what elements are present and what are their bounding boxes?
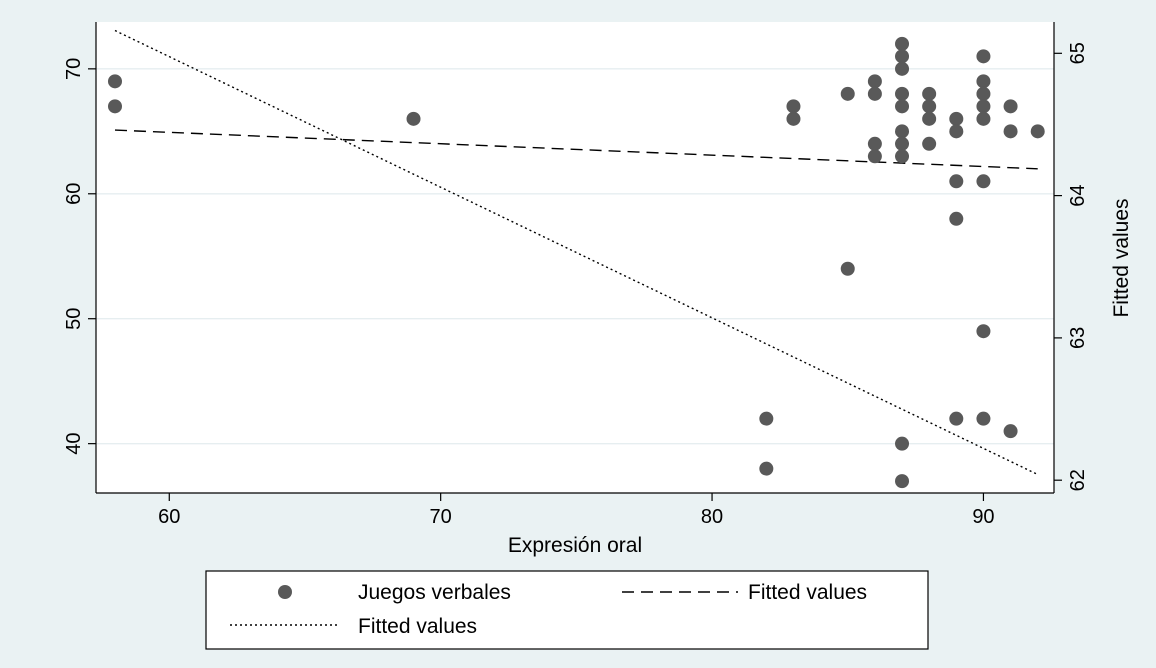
data-point [895,36,910,51]
data-point [976,99,991,114]
legend-box [205,570,929,650]
y2-tick-label-64: 64 [1067,184,1089,206]
data-point [895,86,910,101]
fitted-lines [114,29,1039,476]
legend-marker-juegos-verbales [278,585,292,599]
y-tick-label-70: 70 [63,58,85,80]
data-point [840,86,855,101]
data-point [895,436,910,451]
data-point [1030,124,1045,139]
x-tick-label-90: 90 [972,506,994,528]
data-point [922,99,937,114]
data-point [759,411,774,426]
axes [95,22,1055,494]
data-point [976,49,991,64]
data-point [976,324,991,339]
data-point [976,74,991,89]
data-point [1003,124,1018,139]
data-point [786,99,801,114]
data-point [867,86,882,101]
data-point [895,49,910,64]
data-point [895,99,910,114]
data-point [949,124,964,139]
x-tick-label-60: 60 [158,506,180,528]
legend-label-juegos-verbales: Juegos verbales [358,581,511,604]
data-point [922,86,937,101]
data-point [107,74,122,89]
data-point [895,474,910,489]
x-tick-label-70: 70 [430,506,452,528]
data-point [867,74,882,89]
legend: Juegos verbales Fitted values Fitted val… [205,570,929,650]
y2-tick-label-62: 62 [1067,469,1089,491]
data-point [949,211,964,226]
data-point [976,86,991,101]
data-point [107,99,122,114]
x-tick-label-80: 80 [701,506,723,528]
legend-label-fitted-dashed: Fitted values [748,581,867,604]
plot-area [96,22,1054,493]
data-point [949,111,964,126]
grid-lines [96,68,1054,445]
data-point [895,61,910,76]
y-axis-ticks: 40 50 60 70 [63,58,96,455]
data-point [840,261,855,276]
data-point [867,149,882,164]
legend-label-fitted-dotted: Fitted values [358,615,477,638]
data-point [922,111,937,126]
data-point [895,149,910,164]
data-point [976,411,991,426]
data-point [949,411,964,426]
data-point [949,174,964,189]
data-point [759,461,774,476]
data-point [895,124,910,139]
y-tick-label-50: 50 [63,308,85,330]
data-point [976,174,991,189]
y2-axis-ticks: 62 63 64 65 [1054,42,1089,491]
data-point [895,136,910,151]
x-axis-ticks: 60 70 80 90 [158,493,995,528]
fitted-line-dashed [114,129,1038,170]
data-point [406,111,421,126]
y2-tick-label-63: 63 [1067,327,1089,349]
data-point [922,136,937,151]
x-axis-title: Expresión oral [508,534,642,557]
fitted-line-dotted [114,29,1039,476]
scatter-points [107,36,1045,489]
data-point [1003,424,1018,439]
data-point [786,111,801,126]
y2-tick-label-65: 65 [1067,42,1089,64]
data-point [976,111,991,126]
data-point [867,136,882,151]
y2-axis-title: Fitted values [1110,198,1133,317]
y-tick-label-60: 60 [63,183,85,205]
data-point [1003,99,1018,114]
y-tick-label-40: 40 [63,433,85,455]
